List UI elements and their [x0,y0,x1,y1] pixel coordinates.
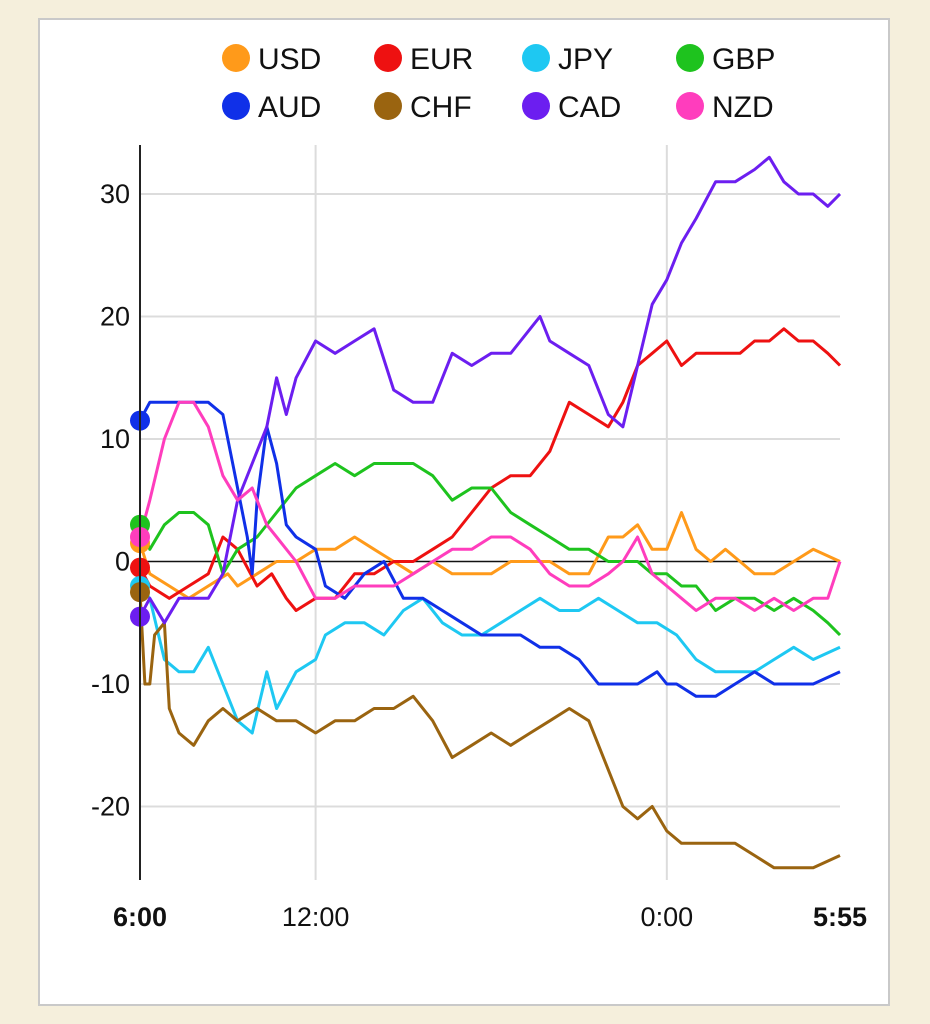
x-tick-label: 5:55 [813,902,867,932]
axes: 30 20 10 0 -10 -20 6:00 12:00 0:00 5:55 [91,145,867,932]
legend-label: EUR [410,43,473,76]
legend-label: CAD [558,91,621,124]
y-tick-label: 30 [100,179,130,209]
x-tick-label: 0:00 [641,902,694,932]
legend-label: NZD [712,91,774,124]
x-tick-label: 12:00 [282,902,350,932]
legend-swatch [676,44,704,72]
legend-item-chf: CHF [374,91,472,124]
grid [140,145,840,880]
legend-item-jpy: JPY [522,43,613,76]
legend-label: GBP [712,43,775,76]
legend-item-cad: CAD [522,91,621,124]
fx-strength-line-chart: 30 20 10 0 -10 -20 6:00 12:00 0:00 5:55 USD EUR JPY… [91,43,867,932]
legend-swatch [374,92,402,120]
legend-swatch [222,92,250,120]
series-line-jpy [138,585,841,735]
series-line-cad [138,155,842,625]
y-tick-label: 10 [100,424,130,454]
legend-label: JPY [558,43,613,76]
legend-item-usd: USD [222,43,321,76]
y-tick-label: -10 [91,669,130,699]
legend-item-eur: EUR [374,43,473,76]
legend-item-nzd: NZD [676,91,774,124]
series-line-eur [138,327,842,612]
series-lines [138,155,842,870]
x-tick-label: 6:00 [113,902,167,932]
legend-swatch [374,44,402,72]
series-line-chf [138,592,841,870]
legend-label: AUD [258,91,321,124]
legend-item-aud: AUD [222,91,321,124]
legend-swatch [522,44,550,72]
series-line-aud [138,400,841,698]
series-line-nzd [138,400,842,612]
legend: USD EUR JPY GBP AUD CHF CAD NZD [222,43,775,124]
series-line-gbp [138,462,842,637]
legend-swatch [522,92,550,120]
legend-swatch [222,44,250,72]
y-tick-label: 0 [115,547,130,577]
y-tick-label: -20 [91,792,130,822]
y-tick-label: 20 [100,302,130,332]
series-line-usd [138,511,841,600]
legend-swatch [676,92,704,120]
chart-card: 30 20 10 0 -10 -20 6:00 12:00 0:00 5:55 USD EUR JPY… [38,18,890,1006]
legend-item-gbp: GBP [676,43,775,76]
legend-label: USD [258,43,321,76]
legend-label: CHF [410,91,472,124]
